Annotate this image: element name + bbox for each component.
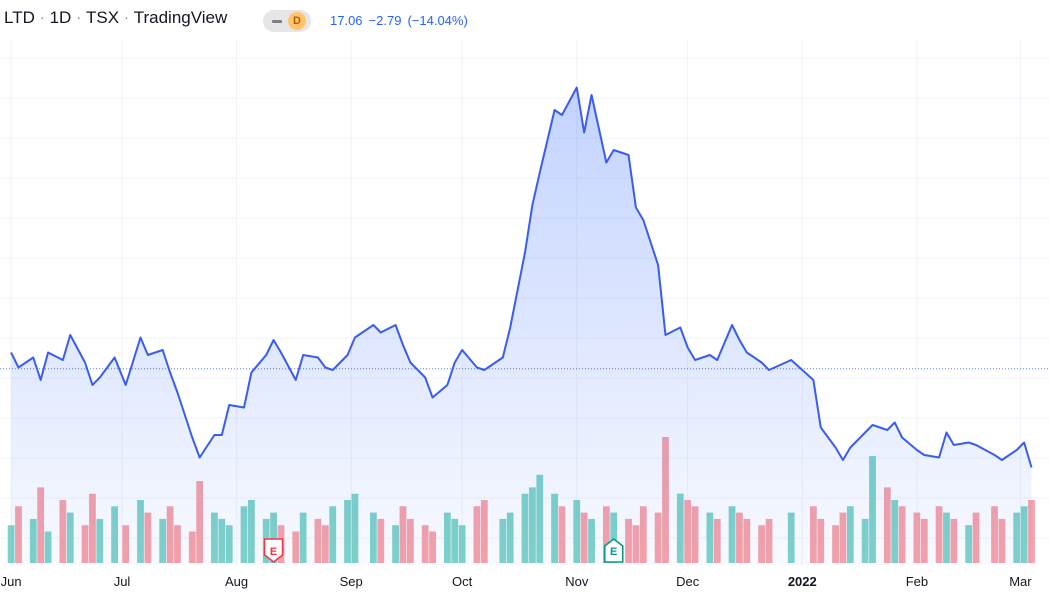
price-change: −2.79 bbox=[368, 13, 402, 28]
x-axis-tick-label: Feb bbox=[906, 574, 928, 589]
symbol-title[interactable]: S LTD·1D·TSX·TradingView bbox=[0, 8, 227, 28]
chart-header: S LTD·1D·TSX·TradingView D 17.06−2.79(−1… bbox=[0, 0, 1050, 40]
collapse-icon bbox=[272, 20, 282, 23]
x-axis-tick-label: Jul bbox=[114, 574, 131, 589]
separator-dot: · bbox=[39, 9, 45, 25]
x-axis-tick-label: Aug bbox=[225, 574, 248, 589]
x-axis-tick-label: Dec bbox=[676, 574, 700, 589]
source-label: TradingView bbox=[133, 8, 228, 27]
x-axis-tick-label: Oct bbox=[452, 574, 473, 589]
time-axis: Jun Jul Aug Sep Oct Nov Dec 2022 Feb Mar bbox=[1, 574, 1033, 589]
interval-label: 1D bbox=[49, 8, 72, 27]
x-axis-tick-label: 2022 bbox=[788, 574, 817, 589]
price-legend: 17.06 −2.79 (−14.04%) bbox=[330, 13, 468, 28]
earnings-marker-label: E bbox=[270, 546, 277, 558]
x-axis-tick-label: Sep bbox=[340, 574, 363, 589]
price-change-percent: (−14.04%) bbox=[407, 13, 468, 28]
earnings-marker-shape bbox=[263, 538, 284, 564]
price-area-fill bbox=[11, 87, 1032, 565]
last-price: 17.06 bbox=[330, 13, 363, 28]
delayed-data-icon: D bbox=[288, 12, 306, 30]
exchange-label: TSX bbox=[86, 8, 120, 27]
earnings-marker-shape bbox=[603, 537, 624, 563]
symbol-name: S LTD bbox=[0, 8, 35, 27]
x-axis-tick-label: Jun bbox=[1, 574, 22, 589]
price-line bbox=[10, 86, 1033, 468]
earnings-marker[interactable]: E bbox=[263, 538, 284, 564]
earnings-marker-label: E bbox=[610, 546, 617, 558]
separator-dot: · bbox=[124, 9, 129, 25]
x-axis-tick-label: Nov bbox=[565, 574, 589, 589]
earnings-marker[interactable]: E bbox=[603, 537, 624, 563]
x-axis-tick-label: Mar bbox=[1009, 574, 1032, 589]
market-status-badge[interactable]: D bbox=[263, 10, 311, 32]
separator-dot: · bbox=[76, 9, 81, 25]
